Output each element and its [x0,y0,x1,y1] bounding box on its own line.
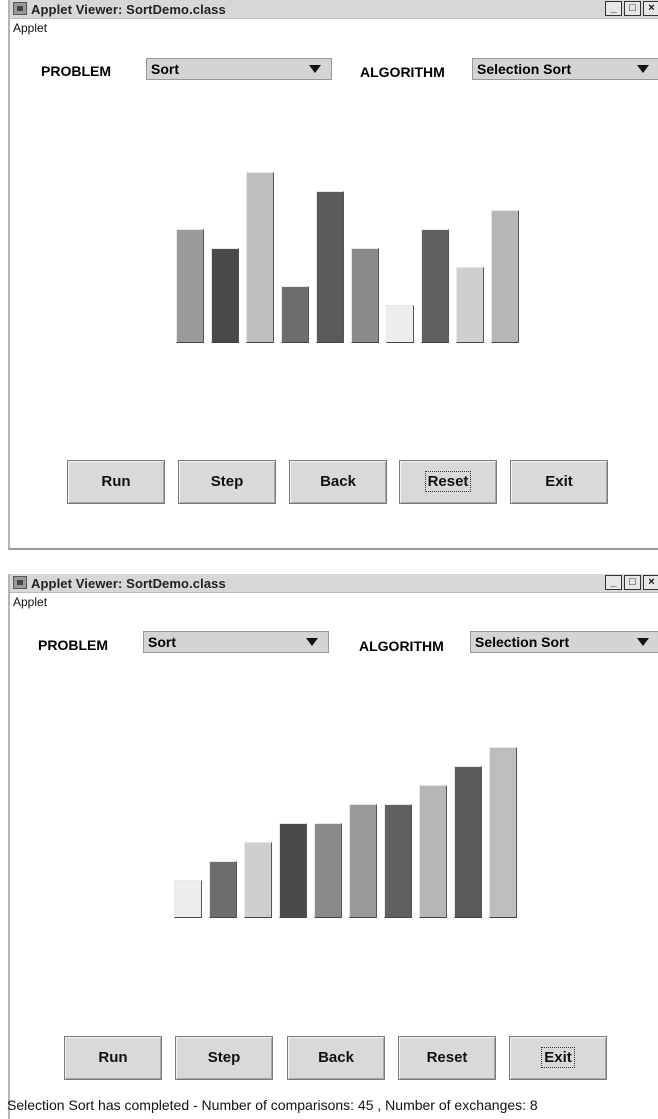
bar [176,229,204,343]
chevron-down-icon [309,65,321,73]
bar [314,823,342,918]
algorithm-label: ALGORITHM [359,638,444,654]
window-controls: _ □ × [603,575,658,591]
bar [244,842,272,918]
menu-applet[interactable]: Applet [13,595,48,609]
bar [281,286,309,343]
problem-label: PROBLEM [38,637,108,653]
algorithm-select-value: Selection Sort [475,634,570,650]
chevron-down-icon [637,65,649,73]
java-cup-icon [13,2,27,15]
minimize-icon[interactable]: _ [605,575,622,590]
bar [421,229,449,343]
step-button[interactable]: Step [178,460,276,504]
bar [316,191,344,343]
bar [174,880,202,918]
exit-button[interactable]: Exit [509,1036,607,1080]
bar [279,823,307,918]
bar [456,267,484,343]
algorithm-select[interactable]: Selection Sort [470,631,658,653]
algorithm-select[interactable]: Selection Sort [472,58,658,80]
title-bar[interactable]: Applet Viewer: SortDemo.class _ □ × [10,0,658,19]
bar [351,248,379,343]
bar [454,766,482,918]
bar [489,747,517,918]
bar [246,172,274,343]
problem-select-value: Sort [151,61,179,77]
exit-button[interactable]: Exit [510,460,608,504]
maximize-icon[interactable]: □ [624,1,641,16]
java-cup-icon [13,576,27,589]
bar [209,861,237,918]
problem-select[interactable]: Sort [146,58,332,80]
back-button[interactable]: Back [287,1036,385,1080]
menu-bar: Applet [10,19,658,37]
run-button[interactable]: Run [64,1036,162,1080]
step-button[interactable]: Step [175,1036,273,1080]
problem-label: PROBLEM [41,63,111,79]
title-bar[interactable]: Applet Viewer: SortDemo.class _ □ × [10,574,658,593]
window-title: Applet Viewer: SortDemo.class [31,2,226,17]
applet-window-before: Applet Viewer: SortDemo.class _ □ × Appl… [8,0,658,550]
reset-button[interactable]: Reset [398,1036,496,1080]
reset-button[interactable]: Reset [399,460,497,504]
back-button[interactable]: Back [289,460,387,504]
status-message: Selection Sort has completed - Number of… [7,1097,538,1113]
bar-chart-unsorted [176,100,526,343]
bar [384,804,412,918]
bar [211,248,239,343]
menu-bar: Applet [10,593,658,611]
bar [419,785,447,918]
bar [349,804,377,918]
algorithm-label: ALGORITHM [360,64,445,80]
close-icon[interactable]: × [643,575,658,590]
bar [491,210,519,343]
run-button[interactable]: Run [67,460,165,504]
applet-window-after: Applet Viewer: SortDemo.class _ □ × Appl… [8,574,658,1119]
minimize-icon[interactable]: _ [605,1,622,16]
menu-applet[interactable]: Applet [13,21,48,35]
bar-chart-sorted [174,694,524,918]
window-controls: _ □ × [603,1,658,17]
algorithm-select-value: Selection Sort [477,61,572,77]
problem-select-value: Sort [148,634,176,650]
maximize-icon[interactable]: □ [624,575,641,590]
problem-select[interactable]: Sort [143,631,329,653]
chevron-down-icon [306,638,318,646]
close-icon[interactable]: × [643,1,658,16]
chevron-down-icon [637,638,649,646]
bar [386,305,414,343]
window-title: Applet Viewer: SortDemo.class [31,576,226,591]
